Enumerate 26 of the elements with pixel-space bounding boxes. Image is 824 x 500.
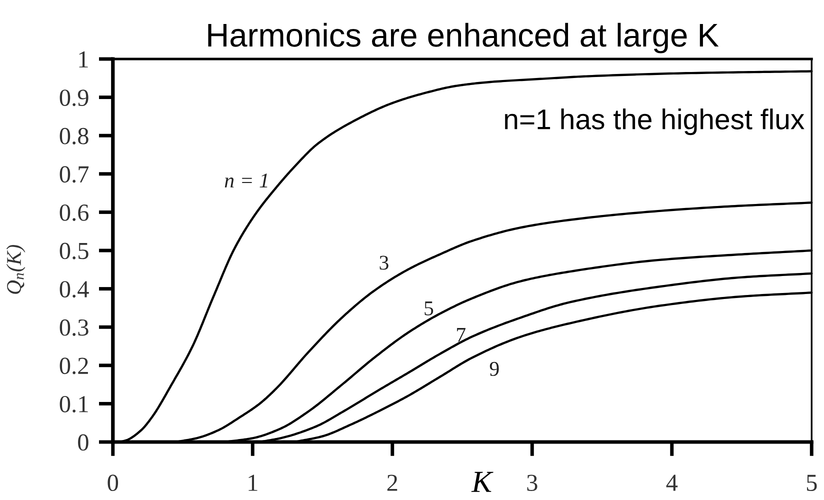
y-axis-title: Q$_{n}$(K) (6, 244, 26, 294)
x-tick-label: 4 (666, 474, 678, 491)
y-tick-label: 0.6 (60, 204, 89, 221)
series-label: 9 (490, 362, 499, 376)
x-tick-label: 1 (248, 474, 258, 491)
y-tick-label: 0.3 (60, 319, 88, 336)
y-tick-label: 0.1 (60, 396, 88, 412)
y-tick-label: 0.8 (60, 128, 88, 144)
y-tick-label: 0.7 (60, 166, 89, 183)
chart-title: Harmonics are enhanced at large K (208, 22, 719, 54)
series-label: n = 1 (224, 174, 268, 188)
x-tick-label: 3 (527, 474, 538, 492)
series-label: 5 (424, 302, 434, 316)
y-tick-label: 0.4 (60, 281, 89, 298)
y-tick-label: 0.9 (60, 90, 88, 106)
y-tick-label: 0.2 (60, 358, 88, 374)
x-axis-title: K (471, 472, 494, 492)
y-tick-label: 1 (79, 51, 88, 68)
series-label: 3 (380, 256, 388, 270)
y-tick-label: 0.5 (60, 242, 88, 260)
x-tick-label: 2 (387, 474, 398, 491)
series-label: 7 (457, 328, 466, 342)
x-tick-label: 5 (806, 474, 817, 492)
annotation: n=1 has the highest flux (505, 108, 804, 136)
y-tick-label: 0 (78, 434, 88, 451)
x-tick-label: 0 (108, 474, 118, 492)
